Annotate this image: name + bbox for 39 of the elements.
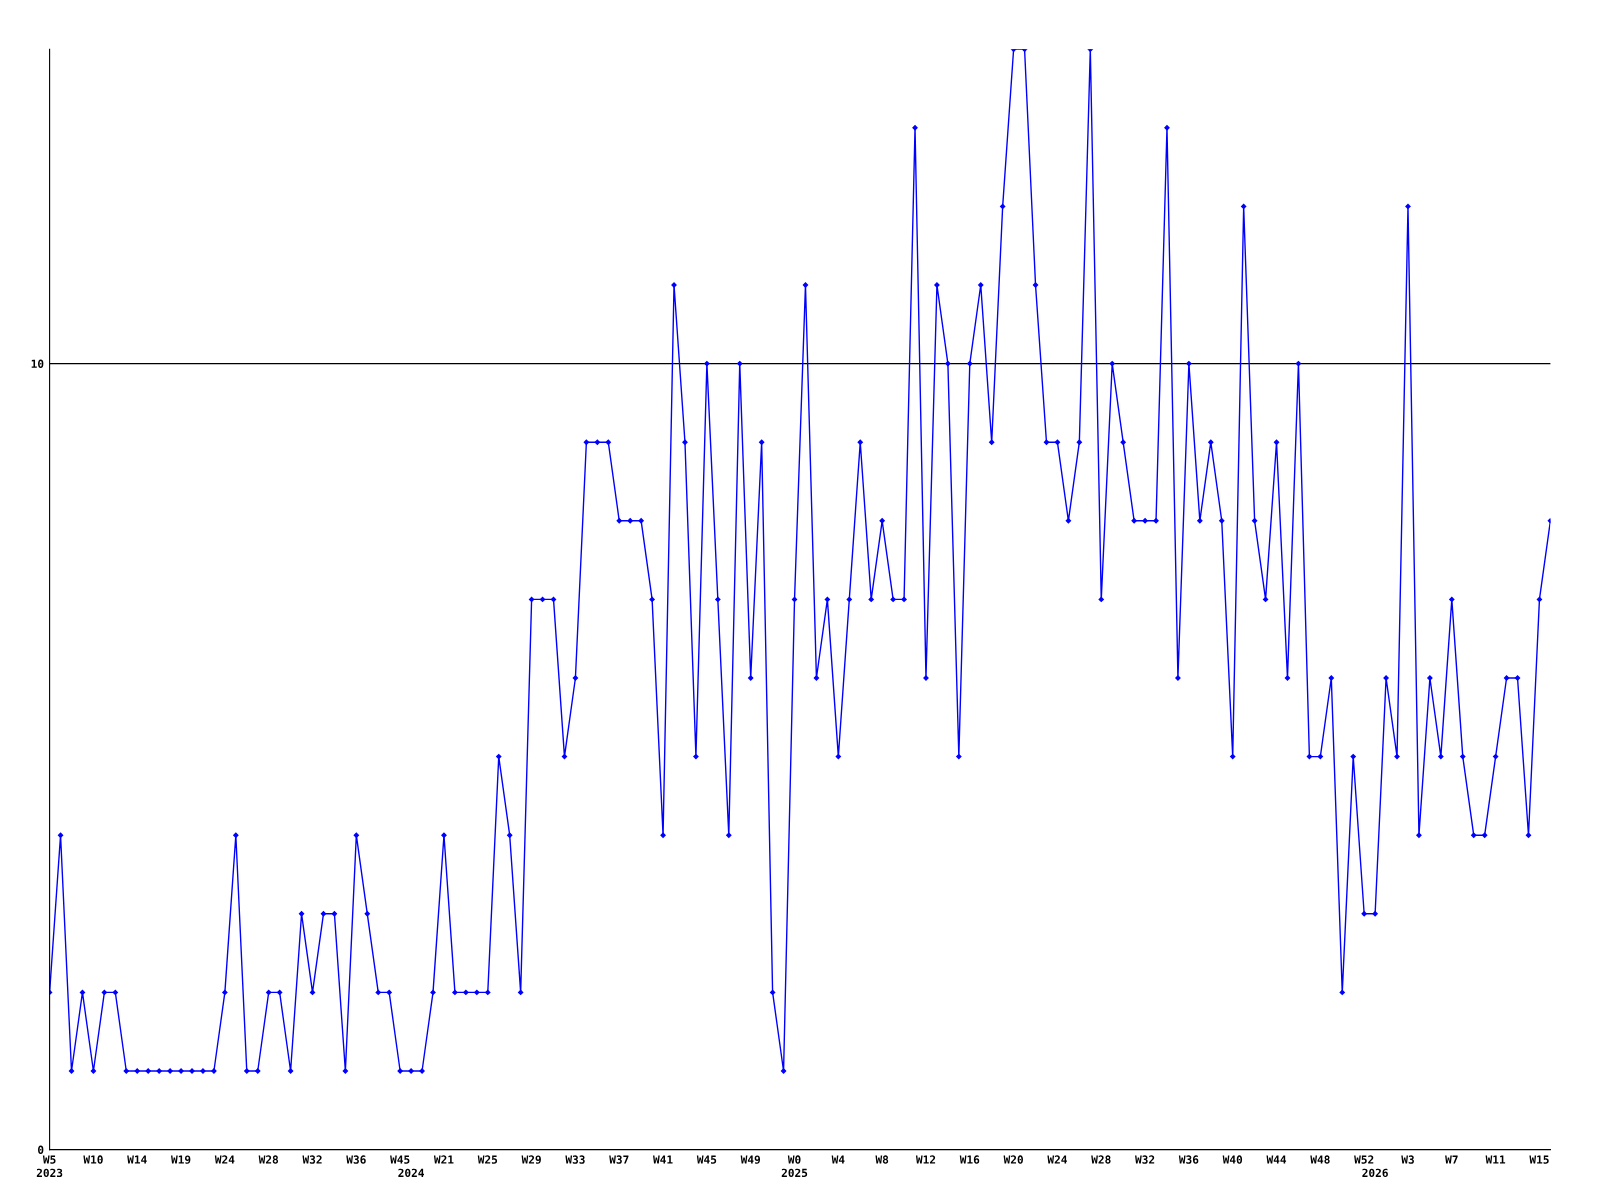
x-tick-label: W45 (390, 1155, 410, 1164)
x-tick-label: W3 (1401, 1155, 1414, 1164)
x-tick-label: W36 (1178, 1155, 1199, 1164)
x-tick-label: W45 (696, 1155, 717, 1164)
x-tick-label: W24 (214, 1155, 235, 1164)
x-tick-label: W49 (740, 1155, 761, 1164)
x-tick-label: W32 (302, 1155, 322, 1164)
x-tick-label: W16 (959, 1155, 980, 1164)
x-tick-label: W36 (346, 1155, 366, 1164)
x-tick-label: W24 (1047, 1155, 1067, 1164)
x-tick-label: W0 2025 (781, 1155, 808, 1178)
x-tick-label: W8 (875, 1155, 889, 1164)
x-tick-label: W14 (127, 1155, 147, 1164)
x-tick-label: W5 2023 (36, 1155, 63, 1178)
x-tick-label: W44 (1266, 1155, 1287, 1164)
x-tick-label: W10 (83, 1155, 103, 1164)
x-tick-label: 2024 (398, 1168, 424, 1178)
x-tick-label: W25 (477, 1155, 498, 1164)
x-tick-label: W40 (1222, 1155, 1243, 1164)
y-tick-label: 10 (31, 359, 44, 368)
x-tick-label: W4 (831, 1155, 845, 1164)
x-tick-label: W15 (1529, 1155, 1549, 1164)
x-tick-label: W11 (1485, 1155, 1506, 1164)
y-tick-label: 0 (38, 1145, 44, 1154)
x-tick-label: W33 (565, 1155, 585, 1164)
x-tick-label: 2026 (1362, 1168, 1388, 1178)
x-tick-label: W19 (171, 1155, 191, 1164)
x-tick-label: W41 (653, 1155, 673, 1164)
x-tick-label: W20 (1003, 1155, 1023, 1164)
x-tick-label: W52 (1354, 1155, 1374, 1164)
x-tick-label: W48 (1310, 1155, 1330, 1164)
x-tick-label: W32 (1135, 1155, 1155, 1164)
x-tick-label: W7 (1445, 1155, 1458, 1164)
x-tick-label: W21 (433, 1155, 454, 1164)
x-tick-label: W12 (915, 1155, 936, 1164)
x-tick-label: W37 (609, 1155, 629, 1164)
x-tick-label: W28 (1091, 1155, 1111, 1164)
x-tick-label: W29 (521, 1155, 541, 1164)
x-tick-label: W28 (258, 1155, 279, 1164)
